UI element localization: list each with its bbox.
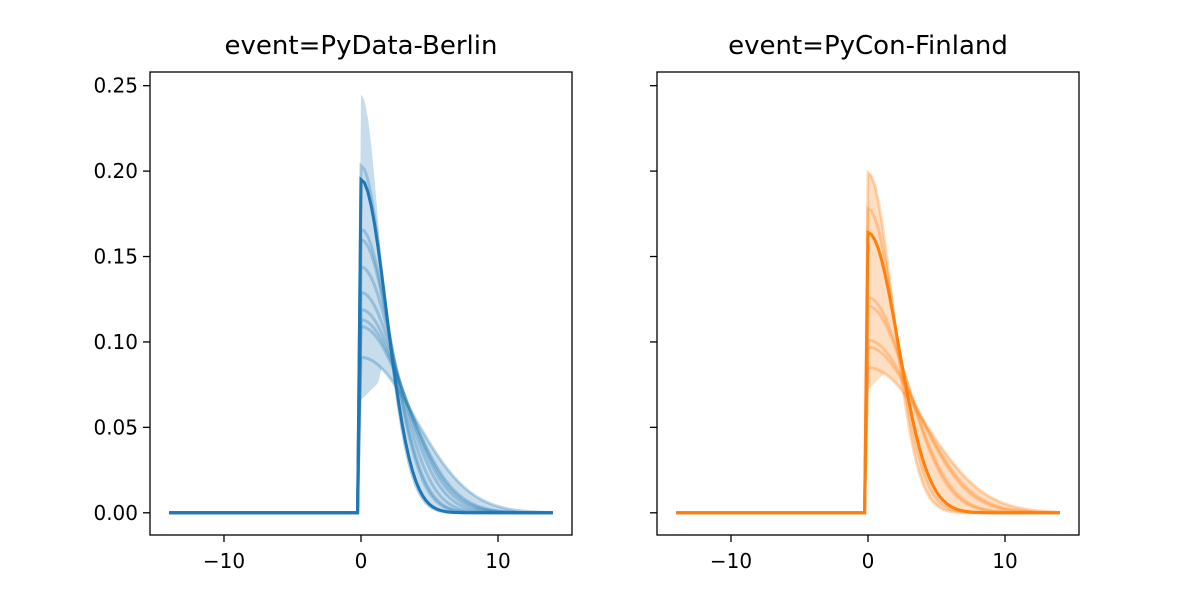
individual-line-7 <box>676 365 1060 515</box>
subplot-0: −10 0 10 0.00 0.05 0.10 0.15 0.20 0.25 event=PyDa… <box>93 31 573 573</box>
subplot-1: −10 0 10 event=PyCon-Finland <box>650 31 1080 573</box>
x-tick-label: 10 <box>485 549 510 573</box>
x-tick-label: 0 <box>355 549 368 573</box>
x-tick-label: 0 <box>862 549 875 573</box>
x-tick-label: −10 <box>203 549 245 573</box>
y-tick-label: 0.05 <box>93 415 138 439</box>
subplot-title: event=PyCon-Finland <box>728 31 1008 61</box>
mean-line <box>169 176 553 515</box>
y-tick-label: 0.00 <box>93 501 138 525</box>
y-tick-label: 0.10 <box>93 330 138 354</box>
subplot-title: event=PyData-Berlin <box>225 31 498 61</box>
y-tick-label: 0.25 <box>93 74 138 98</box>
y-tick-label: 0.20 <box>93 159 138 183</box>
individual-line-9 <box>169 355 553 515</box>
x-tick-label: −10 <box>710 549 752 573</box>
mean-line <box>676 230 1060 515</box>
y-tick-label: 0.15 <box>93 245 138 269</box>
x-tick-label: 10 <box>992 549 1017 573</box>
